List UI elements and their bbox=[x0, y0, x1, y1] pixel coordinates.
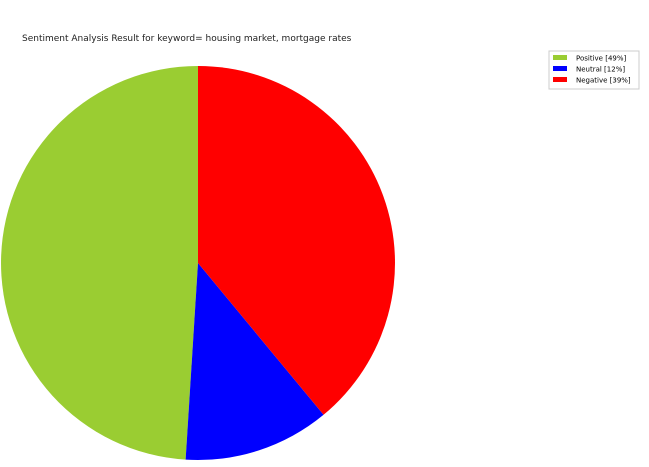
pie-slice-positive bbox=[1, 66, 198, 460]
legend-swatch-positive bbox=[553, 55, 567, 60]
legend-label-positive: Positive [49%] bbox=[576, 55, 626, 63]
legend-label-negative: Negative [39%] bbox=[576, 77, 631, 85]
pie-slices bbox=[1, 66, 395, 460]
pie-slice-neutral bbox=[185, 263, 324, 460]
legend-swatch-neutral bbox=[553, 66, 567, 71]
pie-slice-negative bbox=[198, 66, 395, 415]
chart-title: Sentiment Analysis Result for keyword= h… bbox=[22, 34, 352, 44]
legend-label-neutral: Neutral [12%] bbox=[576, 66, 625, 74]
legend-swatch-negative bbox=[553, 77, 567, 82]
legend: Positive [49%] Neutral [12%] Negative [39%… bbox=[548, 50, 640, 90]
